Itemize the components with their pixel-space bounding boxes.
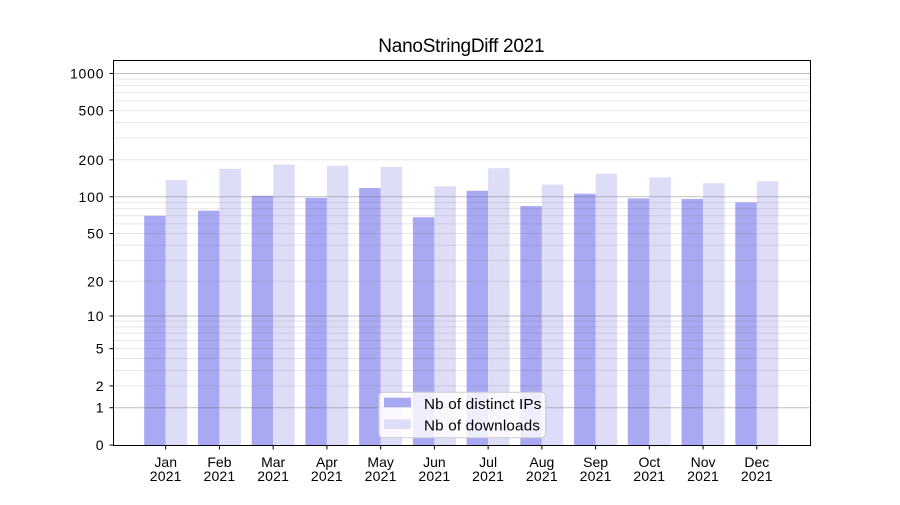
svg-text:2021: 2021 (633, 468, 665, 484)
svg-text:2021: 2021 (741, 468, 773, 484)
svg-text:2021: 2021 (526, 468, 558, 484)
svg-text:Aug: Aug (529, 454, 554, 470)
svg-text:2021: 2021 (257, 468, 289, 484)
svg-text:Jul: Jul (479, 454, 497, 470)
svg-text:5: 5 (96, 341, 105, 357)
svg-text:2021: 2021 (365, 468, 397, 484)
svg-text:200: 200 (79, 152, 105, 168)
svg-text:Apr: Apr (316, 454, 338, 470)
svg-text:1: 1 (96, 400, 105, 416)
svg-text:Sep: Sep (583, 454, 608, 470)
svg-text:NanoStringDiff 2021: NanoStringDiff 2021 (378, 36, 544, 57)
svg-text:2021: 2021 (150, 468, 182, 484)
svg-text:1000: 1000 (70, 65, 104, 81)
svg-text:2: 2 (96, 378, 105, 394)
svg-text:Nb of distinct IPs: Nb of distinct IPs (424, 396, 542, 413)
svg-text:20: 20 (87, 273, 104, 289)
svg-text:2021: 2021 (418, 468, 450, 484)
svg-text:Oct: Oct (638, 454, 660, 470)
svg-text:0: 0 (96, 437, 105, 453)
svg-text:2021: 2021 (687, 468, 719, 484)
svg-text:2021: 2021 (580, 468, 612, 484)
svg-text:May: May (367, 454, 393, 470)
svg-text:2021: 2021 (472, 468, 504, 484)
svg-text:Nov: Nov (691, 454, 716, 470)
svg-text:2021: 2021 (311, 468, 343, 484)
svg-text:Jan: Jan (154, 454, 177, 470)
svg-text:50: 50 (87, 226, 104, 242)
svg-text:500: 500 (79, 103, 105, 119)
svg-text:Mar: Mar (261, 454, 285, 470)
svg-text:Feb: Feb (207, 454, 231, 470)
svg-text:Dec: Dec (744, 454, 769, 470)
svg-text:Jun: Jun (423, 454, 446, 470)
svg-text:100: 100 (79, 189, 105, 205)
svg-text:Nb of downloads: Nb of downloads (424, 418, 540, 435)
svg-text:10: 10 (87, 308, 104, 324)
svg-text:2021: 2021 (203, 468, 235, 484)
